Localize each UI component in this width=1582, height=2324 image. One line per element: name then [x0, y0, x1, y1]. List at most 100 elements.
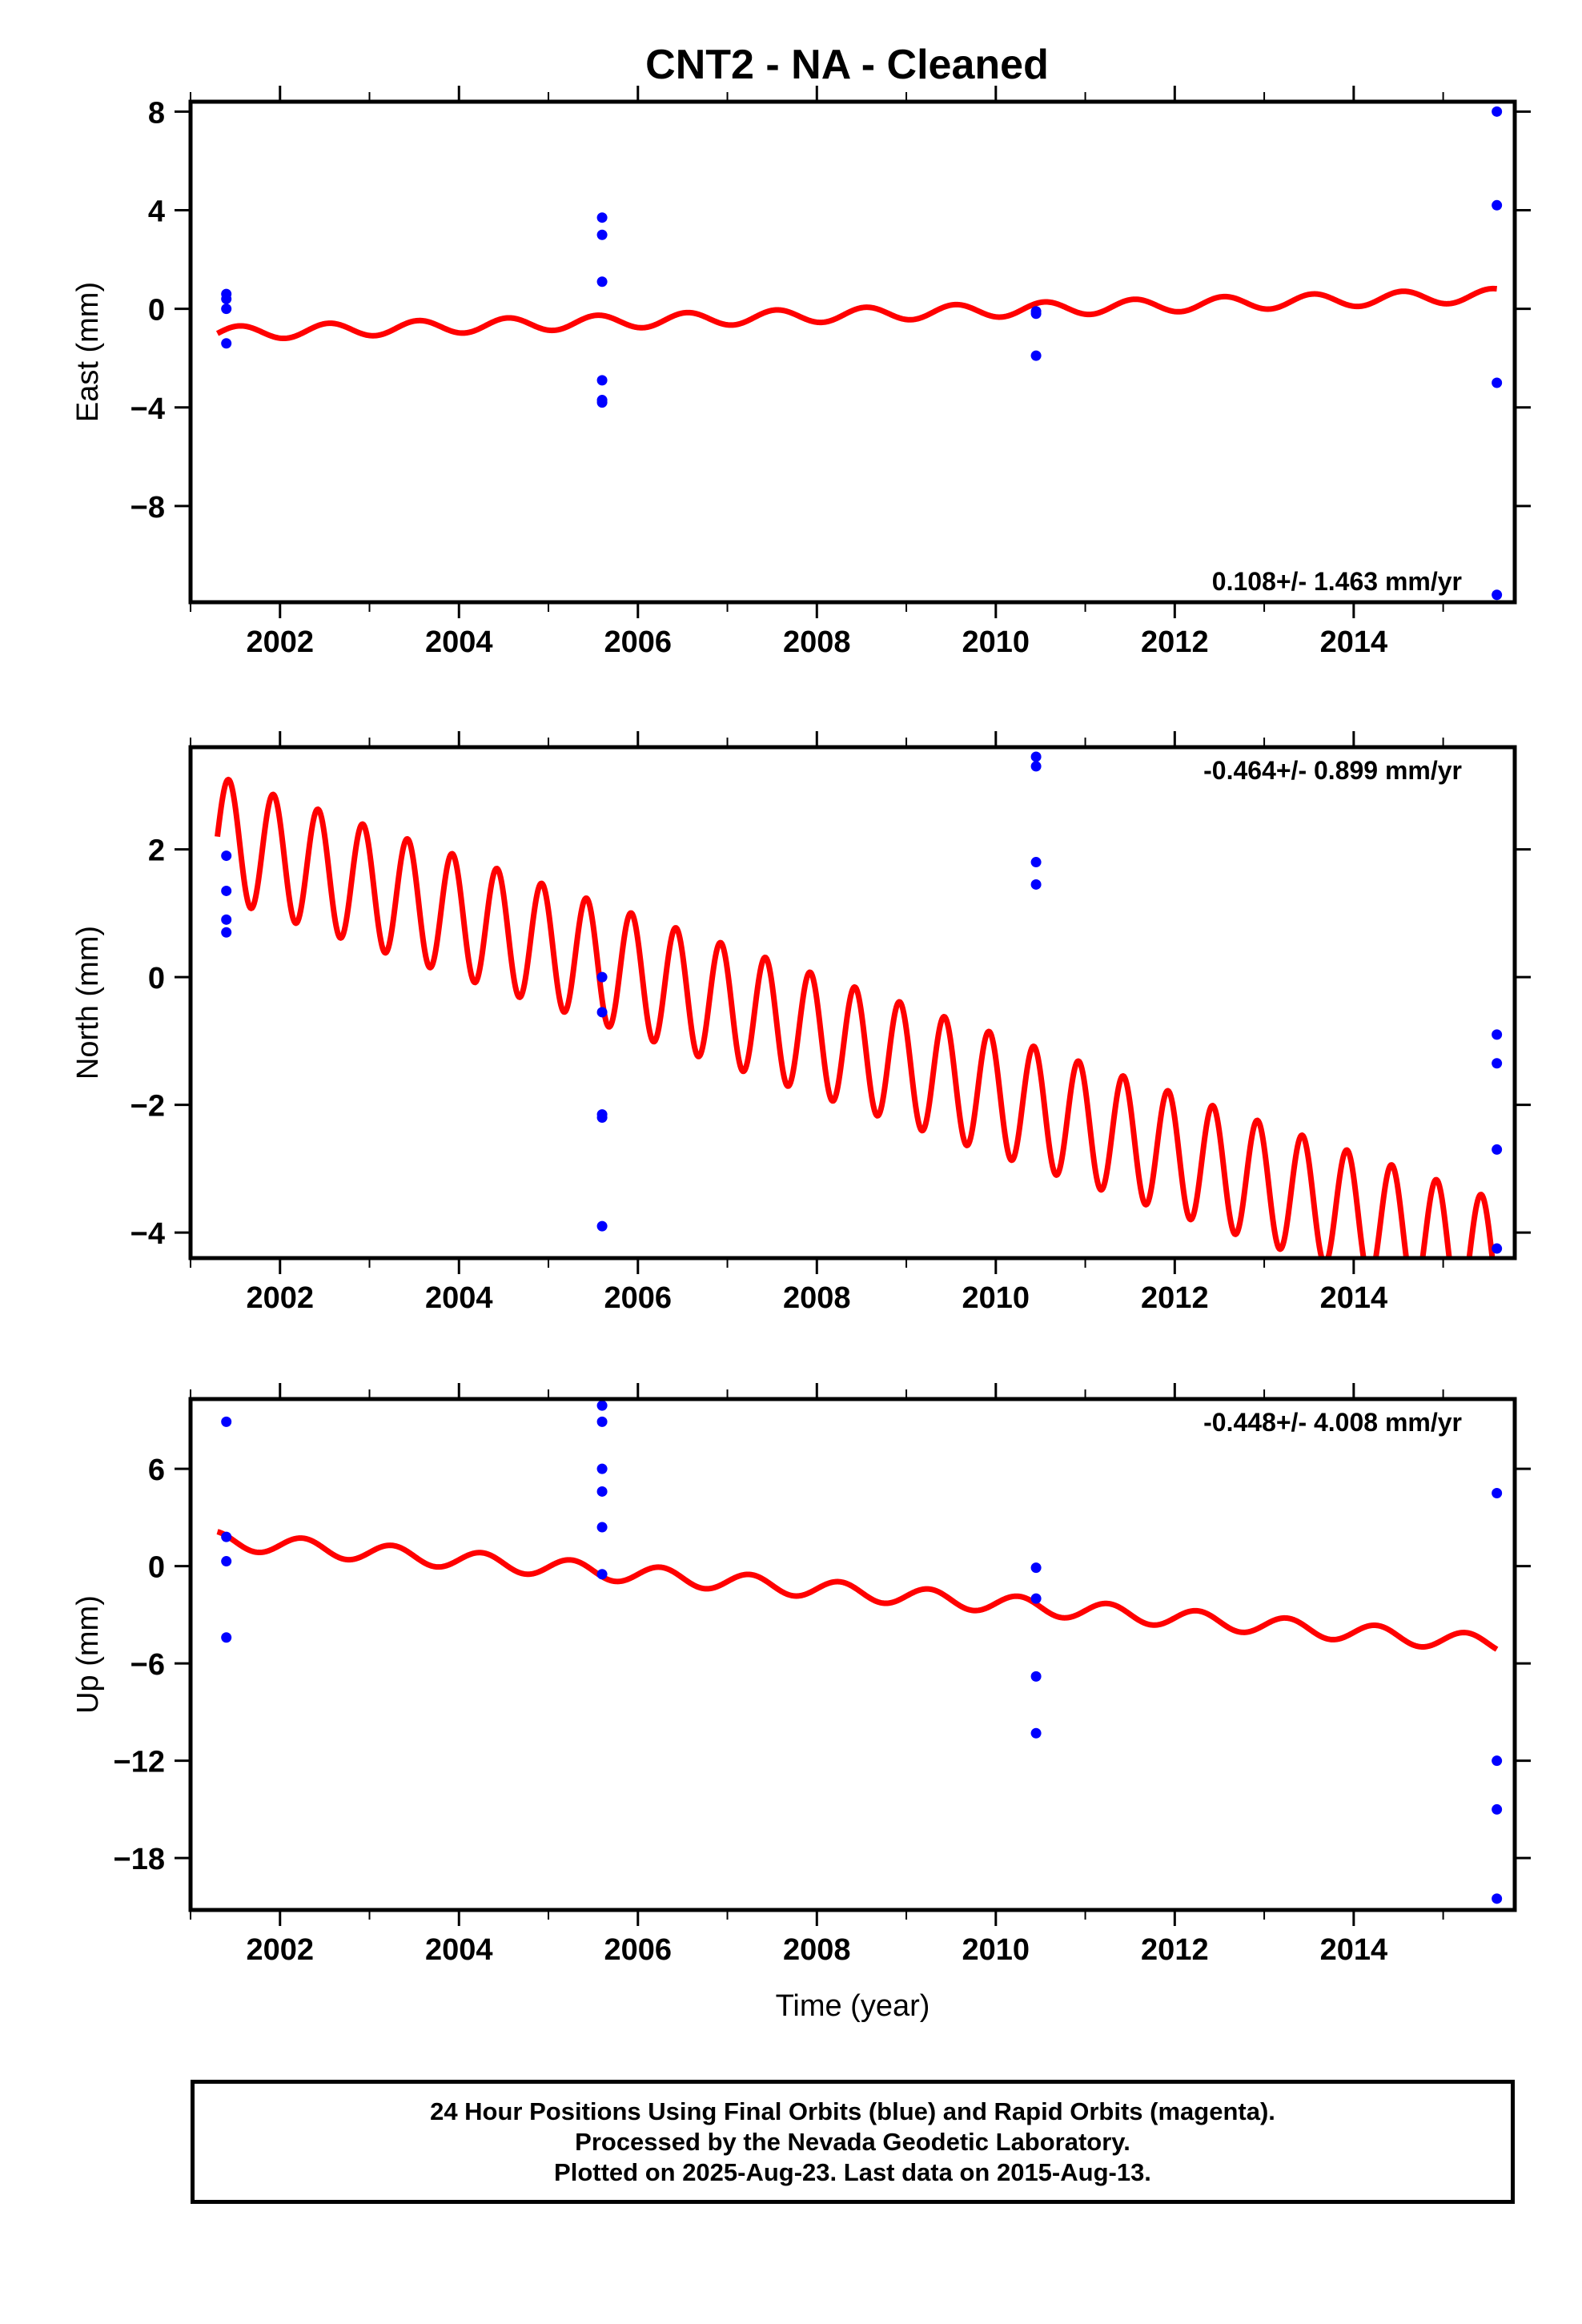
- north-model-line: [215, 776, 1496, 1258]
- north-data-point: [596, 1007, 608, 1018]
- east-data-point: [596, 229, 608, 240]
- north-data-point: [1030, 879, 1042, 890]
- up-x-tick-label: 2006: [604, 1933, 673, 1967]
- up-data-point: [1492, 1487, 1503, 1498]
- up-data-point: [596, 1416, 608, 1427]
- east-x-tick-label: 2006: [604, 625, 673, 659]
- up-data-point: [1492, 1755, 1503, 1767]
- north-data-point: [1492, 1029, 1503, 1040]
- up-data-point: [596, 1569, 608, 1580]
- up-x-tick-label: 2002: [246, 1933, 314, 1967]
- east-data-point: [1492, 377, 1503, 388]
- east-data-point: [1492, 106, 1503, 117]
- north-x-tick-label: 2012: [1141, 1281, 1209, 1315]
- north-data-point: [1030, 751, 1042, 762]
- east-rate-label: 0.108+/- 1.463 mm/yr: [1212, 567, 1462, 596]
- north-x-tick-label: 2006: [604, 1281, 673, 1315]
- north-x-tick-label: 2008: [783, 1281, 851, 1315]
- up-data-point: [221, 1416, 232, 1427]
- up-data-point: [596, 1463, 608, 1474]
- north-data-point: [1492, 1058, 1503, 1069]
- east-x-tick-label: 2014: [1320, 625, 1388, 659]
- north-panel: 2002 2004 2006 2008 2010 2012 2014 2 0 −2 −4 North …: [71, 731, 1531, 1315]
- east-data-point: [221, 304, 232, 315]
- up-data-point: [596, 1522, 608, 1533]
- north-data-point: [596, 1220, 608, 1232]
- east-data-point: [1492, 199, 1503, 211]
- east-data-point: [221, 293, 232, 304]
- east-data-point: [596, 375, 608, 386]
- up-plot-frame: [188, 1397, 1517, 1912]
- east-data-point: [596, 276, 608, 287]
- north-x-tick-label: 2004: [425, 1281, 493, 1315]
- north-x-tick-label: 2014: [1320, 1281, 1388, 1315]
- north-data-point: [1030, 857, 1042, 868]
- east-data-point: [596, 212, 608, 223]
- north-data-point: [1492, 1243, 1503, 1254]
- east-panel: 2002 2004 2006 2008 2010 2012 2014 8 4 0 −4 −8 East …: [71, 86, 1531, 659]
- up-model-line: [215, 1529, 1500, 1652]
- east-x-tick-label: 2010: [962, 625, 1030, 659]
- up-data-point: [1492, 1803, 1503, 1815]
- east-data-point: [221, 338, 232, 349]
- north-y-tick-label: 2: [148, 834, 165, 868]
- east-x-tick-label: 2012: [1141, 625, 1209, 659]
- east-x-tick-label: 2008: [783, 625, 851, 659]
- up-x-tick-label: 2014: [1320, 1933, 1388, 1967]
- north-rate-label: -0.464+/- 0.899 mm/yr: [1203, 756, 1462, 785]
- north-data-point: [221, 914, 232, 925]
- east-model-line: [215, 285, 1500, 342]
- up-data-point: [1030, 1671, 1042, 1682]
- up-y-tick-label: 6: [148, 1454, 165, 1487]
- north-y-tick-label: −2: [130, 1090, 165, 1124]
- up-data-point: [221, 1556, 232, 1567]
- up-rate-label: -0.448+/- 4.008 mm/yr: [1203, 1408, 1462, 1437]
- up-x-tick-label: 2004: [425, 1933, 493, 1967]
- east-y-tick-label: 8: [148, 96, 165, 130]
- up-data-point: [1492, 1893, 1503, 1904]
- east-x-tick-label: 2004: [425, 625, 493, 659]
- up-data-point: [221, 1531, 232, 1542]
- east-y-tick-label: −4: [130, 392, 165, 426]
- east-y-axis-label: East (mm): [71, 282, 105, 422]
- east-plot-frame: [188, 99, 1517, 605]
- north-y-tick-label: 0: [148, 962, 165, 995]
- up-data-point: [221, 1632, 232, 1643]
- up-x-tick-label: 2008: [783, 1933, 851, 1967]
- chart-title: CNT2 - NA - Cleaned: [645, 42, 1049, 88]
- up-x-tick-label: 2010: [962, 1933, 1030, 1967]
- east-y-tick-label: 4: [148, 195, 165, 228]
- up-y-tick-label: −18: [114, 1843, 165, 1876]
- north-data-point: [221, 885, 232, 896]
- up-x-tick-label: 2012: [1141, 1933, 1209, 1967]
- north-data-point: [221, 850, 232, 862]
- north-data-point: [1030, 761, 1042, 772]
- up-panel: 2002 2004 2006 2008 2010 2012 2014 6 0 −6 −12 −18 Up…: [71, 1383, 1531, 2023]
- north-y-axis-label: North (mm): [71, 926, 105, 1080]
- footer-line-2: Processed by the Nevada Geodetic Laborat…: [575, 2127, 1130, 2156]
- up-y-tick-label: −6: [130, 1648, 165, 1682]
- east-data-point: [1030, 350, 1042, 361]
- north-y-tick-label: −4: [130, 1217, 165, 1251]
- north-data-point: [221, 927, 232, 938]
- up-data-point: [596, 1486, 608, 1497]
- north-data-point: [596, 1112, 608, 1124]
- up-y-tick-label: 0: [148, 1551, 165, 1585]
- east-data-point: [1030, 308, 1042, 320]
- up-y-axis-label: Up (mm): [71, 1595, 105, 1714]
- north-data-point: [596, 971, 608, 983]
- north-data-point: [1492, 1144, 1503, 1155]
- footer-caption: 24 Hour Positions Using Final Orbits (bl…: [191, 2080, 1515, 2204]
- north-x-tick-label: 2002: [246, 1281, 314, 1315]
- footer-line-3: Plotted on 2025-Aug-23. Last data on 201…: [554, 2157, 1151, 2186]
- east-y-tick-label: −8: [130, 491, 165, 525]
- up-data-point: [1030, 1593, 1042, 1604]
- north-plot-frame: [188, 745, 1517, 1261]
- east-data-point: [596, 397, 608, 408]
- up-data-point: [596, 1400, 608, 1411]
- up-data-point: [1030, 1562, 1042, 1574]
- east-data-point: [1492, 589, 1503, 601]
- north-x-tick-label: 2010: [962, 1281, 1030, 1315]
- up-x-axis-label: Time (year): [776, 1989, 930, 2023]
